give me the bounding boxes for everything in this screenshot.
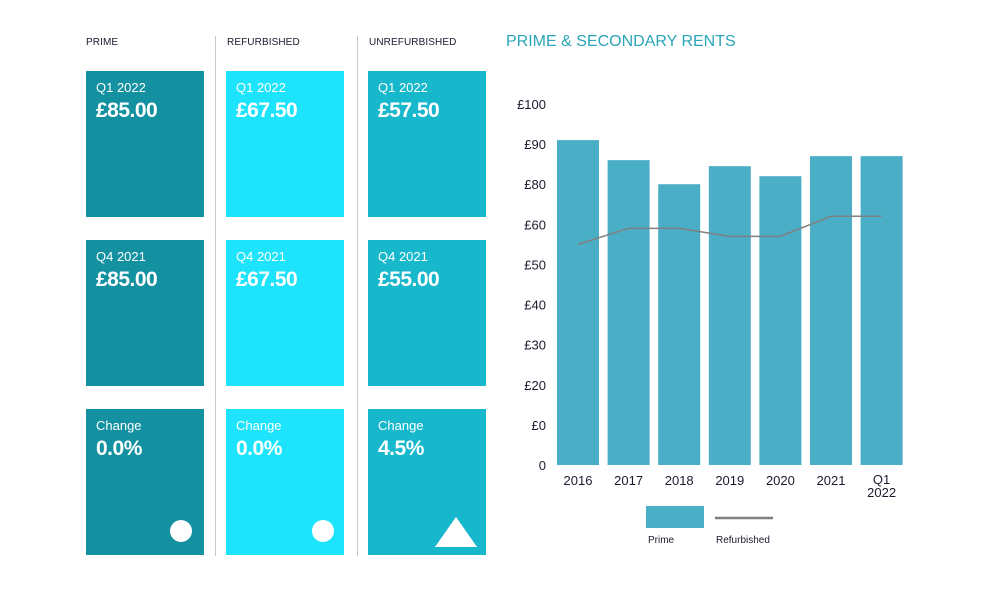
tile-value: £85.00 (96, 99, 158, 122)
tile-refurbished-q1-2022: Q1 2022 £67.50 (226, 71, 344, 217)
tile-unrefurbished-q4-2021: Q4 2021 £55.00 (368, 240, 486, 386)
tile-value: £85.00 (96, 268, 158, 291)
tile-value: £67.50 (236, 268, 298, 291)
tile-label: Change (236, 418, 282, 433)
tile-label: Q1 2022 (96, 80, 146, 95)
y-tick-label: £90 (524, 137, 546, 152)
y-tick-label: £80 (524, 177, 546, 192)
y-tick-label: £100 (517, 97, 546, 112)
tile-unrefurbished-q1-2022: Q1 2022 £57.50 (368, 71, 486, 217)
y-tick-label: £20 (524, 378, 546, 393)
tile-refurbished-change: Change 0.0% (226, 409, 344, 555)
column-heading-unrefurbished: UNREFURBISHED (369, 37, 457, 48)
circle-icon (170, 520, 192, 542)
x-tick-label: Q1 (873, 472, 890, 487)
y-tick-label: £60 (524, 217, 546, 232)
tile-value: £57.50 (378, 99, 440, 122)
x-tick-label: 2019 (715, 473, 744, 488)
y-tick-label: £50 (524, 257, 546, 272)
divider-right (357, 36, 358, 556)
x-tick-label: 2018 (665, 473, 694, 488)
tile-unrefurbished-change: Change 4.5% (368, 409, 486, 555)
series-line-refurbished (577, 215, 882, 246)
tile-label: Q4 2021 (378, 249, 428, 264)
x-tick-label: 2016 (564, 473, 593, 488)
bar (810, 156, 852, 465)
bar (708, 166, 751, 465)
x-tick-label: 2017 (614, 473, 643, 488)
tile-label: Q1 2022 (378, 80, 428, 95)
y-tick-label: £30 (524, 338, 546, 353)
tile-label: Change (96, 418, 142, 433)
bar (658, 184, 701, 465)
x-tick-label: 2022 (867, 485, 896, 500)
y-tick-label: £40 (524, 298, 546, 313)
x-tick-label: 2021 (817, 473, 846, 488)
tile-prime-q4-2021: Q4 2021 £85.00 (86, 240, 204, 386)
bar (557, 140, 599, 465)
legend-swatch-prime (646, 506, 704, 528)
tile-refurbished-q4-2021: Q4 2021 £67.50 (226, 240, 344, 386)
column-heading-refurbished: REFURBISHED (227, 37, 300, 48)
legend-label-refurbished: Refurbished (716, 535, 770, 546)
y-tick-label: 0 (539, 458, 546, 473)
tile-prime-change: Change 0.0% (86, 409, 204, 555)
bar (860, 156, 903, 465)
circle-icon (312, 520, 334, 542)
column-heading-prime: PRIME (86, 37, 119, 48)
tile-value: £67.50 (236, 99, 298, 122)
x-tick-label: 2020 (766, 473, 795, 488)
tile-value: 0.0% (96, 437, 142, 460)
bar (759, 176, 802, 465)
tile-prime-q1-2022: Q1 2022 £85.00 (86, 71, 204, 217)
tile-label: Q4 2021 (96, 249, 146, 264)
tile-label: Q4 2021 (236, 249, 286, 264)
up-triangle-icon (435, 517, 477, 547)
y-tick-label: £0 (532, 418, 546, 433)
tile-label: Q1 2022 (236, 80, 286, 95)
bar (607, 160, 650, 465)
tile-value: 4.5% (378, 437, 424, 460)
tile-value: £55.00 (378, 268, 440, 291)
chart-title: PRIME & SECONDARY RENTS (506, 33, 736, 50)
divider-left (215, 36, 216, 556)
tile-label: Change (378, 418, 424, 433)
legend-label-prime: Prime (648, 535, 675, 546)
tile-value: 0.0% (236, 437, 282, 460)
